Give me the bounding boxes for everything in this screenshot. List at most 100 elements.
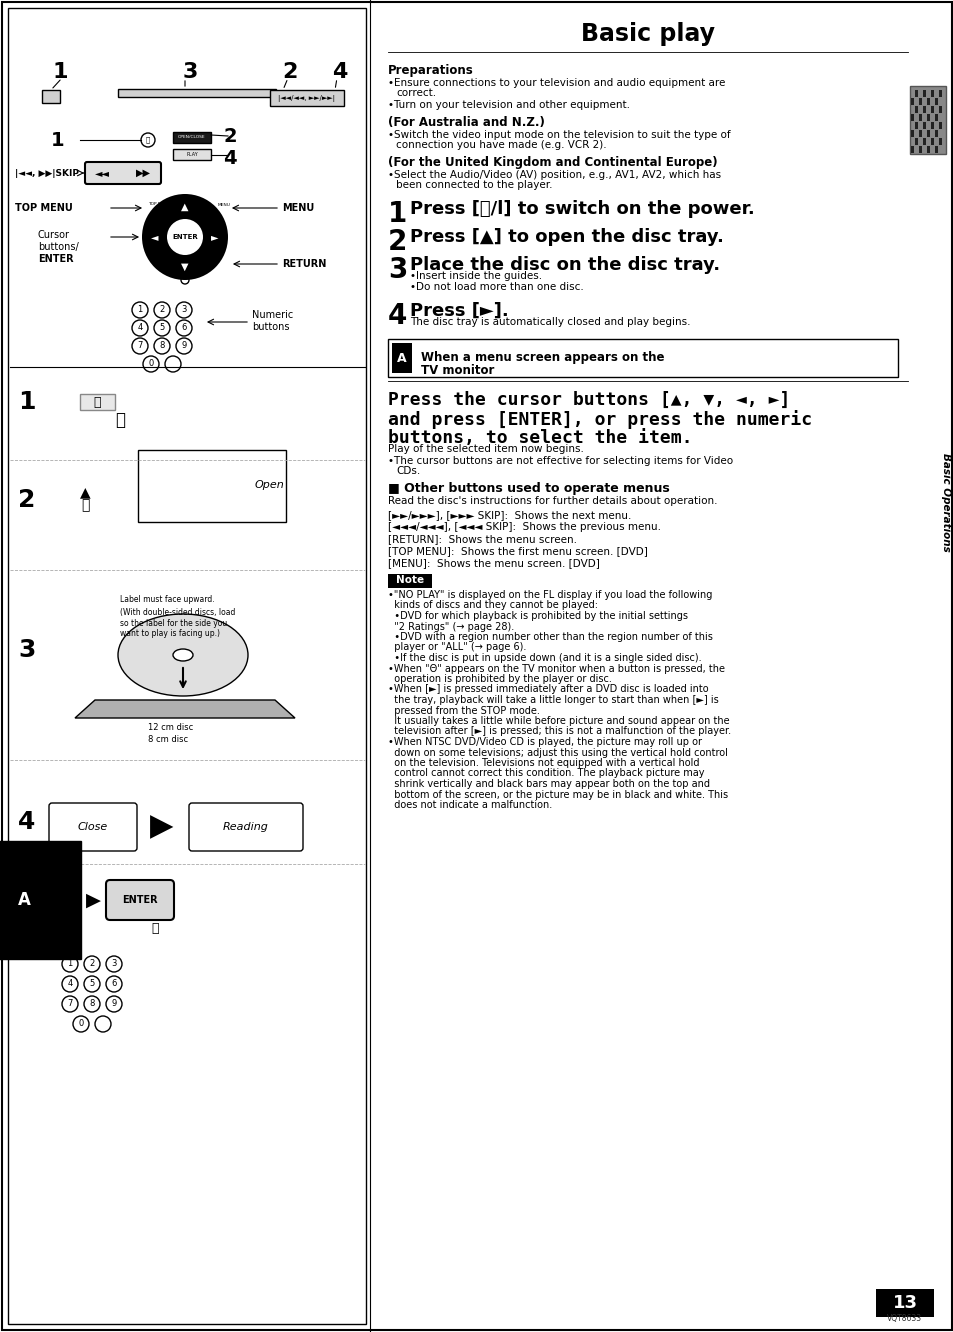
Text: Press [►].: Press [►]. bbox=[410, 302, 508, 320]
Bar bbox=[914, 91, 917, 97]
Bar bbox=[172, 132, 211, 143]
Text: shrink vertically and black bars may appear both on the top and: shrink vertically and black bars may app… bbox=[388, 779, 709, 789]
Text: buttons, to select the item.: buttons, to select the item. bbox=[388, 429, 692, 448]
Text: ►: ► bbox=[211, 232, 218, 242]
Text: buttons/: buttons/ bbox=[38, 242, 79, 252]
Text: Place the disc on the disc tray.: Place the disc on the disc tray. bbox=[410, 256, 720, 274]
Text: ENTER: ENTER bbox=[172, 234, 197, 240]
Text: 8 cm disc: 8 cm disc bbox=[148, 735, 188, 745]
Text: 5: 5 bbox=[90, 979, 94, 988]
Text: 1: 1 bbox=[388, 200, 407, 228]
Text: ▲: ▲ bbox=[80, 485, 91, 500]
Text: correct.: correct. bbox=[395, 88, 436, 99]
Text: the tray, playback will take a little longer to start than when [►] is: the tray, playback will take a little lo… bbox=[388, 695, 718, 705]
Bar bbox=[270, 91, 344, 107]
Text: 2: 2 bbox=[388, 228, 407, 256]
Text: A: A bbox=[396, 352, 406, 365]
Bar bbox=[8, 8, 366, 1324]
Text: [◄◄◄/◄◄◄], [◄◄◄ SKIP]:  Shows the previous menu.: [◄◄◄/◄◄◄], [◄◄◄ SKIP]: Shows the previou… bbox=[388, 522, 660, 531]
Bar bbox=[118, 89, 275, 97]
Text: 9: 9 bbox=[112, 999, 116, 1008]
Text: ►: ► bbox=[68, 895, 76, 904]
Text: and press [ENTER], or press the numeric: and press [ENTER], or press the numeric bbox=[388, 410, 811, 429]
Text: 2: 2 bbox=[223, 127, 236, 145]
Text: •When "Θ" appears on the TV monitor when a button is pressed, the: •When "Θ" appears on the TV monitor when… bbox=[388, 663, 724, 674]
Text: Play of the selected item now begins.: Play of the selected item now begins. bbox=[388, 444, 583, 454]
Text: •If the disc is put in upside down (and it is a single sided disc).: •If the disc is put in upside down (and … bbox=[388, 653, 700, 663]
Text: Open: Open bbox=[254, 480, 284, 490]
Bar bbox=[938, 91, 941, 97]
Text: •"NO PLAY" is displayed on the FL display if you load the following: •"NO PLAY" is displayed on the FL displa… bbox=[388, 590, 712, 599]
Bar bbox=[938, 123, 941, 129]
Bar bbox=[930, 107, 933, 113]
Text: 👇: 👇 bbox=[152, 922, 158, 935]
Bar bbox=[930, 139, 933, 145]
Bar bbox=[918, 115, 921, 121]
Bar bbox=[918, 99, 921, 105]
Text: so the label for the side you: so the label for the side you bbox=[120, 618, 227, 627]
Text: •Switch the video input mode on the television to suit the type of: •Switch the video input mode on the tele… bbox=[388, 131, 730, 140]
Text: It usually takes a little while before picture and sound appear on the: It usually takes a little while before p… bbox=[388, 717, 729, 726]
Text: [MENU]:  Shows the menu screen. [DVD]: [MENU]: Shows the menu screen. [DVD] bbox=[388, 558, 599, 567]
Text: ◄: ◄ bbox=[152, 232, 158, 242]
Text: TOP MENU: TOP MENU bbox=[15, 202, 72, 213]
Text: Basic play: Basic play bbox=[580, 23, 714, 47]
Bar bbox=[918, 131, 921, 137]
Bar bbox=[910, 131, 913, 137]
Text: operation is prohibited by the player or disc.: operation is prohibited by the player or… bbox=[388, 674, 611, 685]
Text: When a menu screen appears on the: When a menu screen appears on the bbox=[420, 352, 664, 364]
Bar bbox=[172, 149, 211, 160]
Ellipse shape bbox=[172, 649, 193, 661]
Text: 7: 7 bbox=[68, 999, 72, 1008]
Bar bbox=[923, 91, 925, 97]
Bar bbox=[930, 91, 933, 97]
Text: 2: 2 bbox=[282, 63, 297, 83]
Text: 0: 0 bbox=[78, 1019, 84, 1028]
Bar bbox=[926, 131, 929, 137]
Text: 4: 4 bbox=[388, 302, 407, 330]
Bar bbox=[138, 450, 286, 522]
FancyBboxPatch shape bbox=[106, 880, 173, 920]
Text: 0: 0 bbox=[149, 360, 153, 369]
Text: ▲: ▲ bbox=[58, 883, 66, 892]
Bar bbox=[926, 99, 929, 105]
Bar bbox=[926, 115, 929, 121]
Text: ◄: ◄ bbox=[48, 895, 56, 904]
Text: 👇: 👇 bbox=[71, 844, 79, 859]
Bar bbox=[909, 87, 945, 155]
Text: Preparations: Preparations bbox=[388, 64, 474, 77]
Text: Reading: Reading bbox=[223, 822, 269, 832]
Text: 1: 1 bbox=[51, 131, 65, 149]
Text: 6: 6 bbox=[112, 979, 116, 988]
Text: •The cursor buttons are not effective for selecting items for Video: •The cursor buttons are not effective fo… bbox=[388, 456, 732, 466]
Text: television after [►] is pressed; this is not a malfunction of the player.: television after [►] is pressed; this is… bbox=[388, 726, 730, 737]
Polygon shape bbox=[75, 701, 294, 718]
Text: 2: 2 bbox=[90, 959, 94, 968]
Bar bbox=[938, 107, 941, 113]
Text: Label must face upward.: Label must face upward. bbox=[120, 595, 214, 605]
Text: been connected to the player.: been connected to the player. bbox=[395, 180, 552, 190]
Bar bbox=[926, 147, 929, 153]
Text: •When [►] is pressed immediately after a DVD disc is loaded into: •When [►] is pressed immediately after a… bbox=[388, 685, 708, 694]
Text: bottom of the screen, or the picture may be in black and white. This: bottom of the screen, or the picture may… bbox=[388, 790, 727, 799]
Text: (For Australia and N.Z.): (For Australia and N.Z.) bbox=[388, 116, 544, 129]
Text: [TOP MENU]:  Shows the first menu screen. [DVD]: [TOP MENU]: Shows the first menu screen.… bbox=[388, 546, 647, 555]
Text: •DVD for which playback is prohibited by the initial settings: •DVD for which playback is prohibited by… bbox=[388, 611, 687, 621]
Circle shape bbox=[167, 218, 203, 254]
Text: PLAY: PLAY bbox=[186, 152, 197, 157]
Text: TV monitor: TV monitor bbox=[420, 364, 494, 377]
Text: pressed from the STOP mode.: pressed from the STOP mode. bbox=[388, 706, 539, 715]
Text: (For the United Kingdom and Continental Europe): (For the United Kingdom and Continental … bbox=[388, 156, 717, 169]
Bar bbox=[910, 147, 913, 153]
Text: 4: 4 bbox=[332, 63, 347, 83]
Bar bbox=[923, 107, 925, 113]
Text: A: A bbox=[18, 891, 30, 908]
Text: [►►/►►►], [►►► SKIP]:  Shows the next menu.: [►►/►►►], [►►► SKIP]: Shows the next men… bbox=[388, 510, 631, 519]
Text: down on some televisions; adjust this using the vertical hold control: down on some televisions; adjust this us… bbox=[388, 747, 727, 758]
Text: 3: 3 bbox=[18, 638, 35, 662]
Text: [RETURN]:  Shows the menu screen.: [RETURN]: Shows the menu screen. bbox=[388, 534, 577, 543]
Text: ▲: ▲ bbox=[181, 202, 189, 212]
Text: 4: 4 bbox=[137, 324, 143, 333]
Text: ▶: ▶ bbox=[150, 813, 173, 842]
Text: ▼: ▼ bbox=[181, 262, 189, 272]
